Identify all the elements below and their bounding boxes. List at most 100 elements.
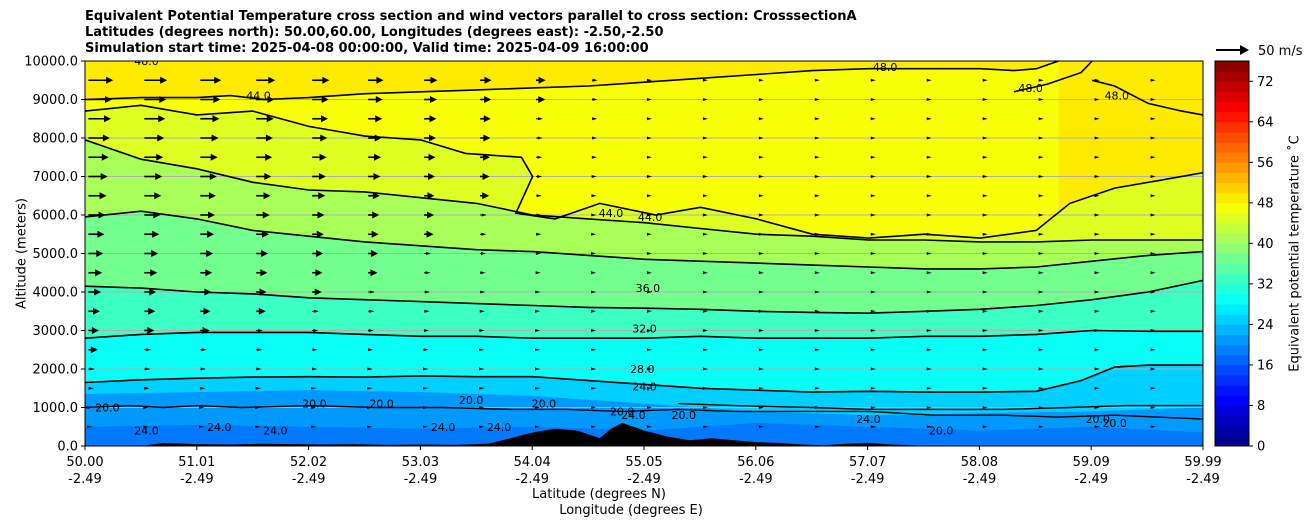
wind-vector-head [480,252,486,255]
wind-vector-head [814,155,820,159]
wind-vector-head [480,271,486,275]
wind-vector-head [646,406,652,409]
wind-vector-head [102,134,110,142]
wind-vector-head [702,252,708,255]
wind-vector-head [870,232,876,236]
colorbar-tick-label: 0 [1257,440,1265,455]
wind-vector-head [424,329,430,332]
quiver-key-label: 50 m/s [1258,44,1303,59]
wind-vector-head [314,309,320,313]
wind-vector-head [152,230,160,238]
colorbar-band [1215,283,1249,295]
wind-vector-head [535,348,541,352]
wind-vector-head [814,98,820,101]
wind-vector-head [702,309,708,313]
wind-vector-head [260,269,268,277]
y-tick-label: 0.0 [57,440,78,455]
wind-vector-head [926,175,932,178]
colorbar-frame [1214,60,1250,447]
wind-vector-head [982,406,988,409]
wind-vector-head [483,134,491,142]
wind-vector-head [479,367,485,371]
wind-vector-head [592,117,598,121]
contour-line-48 [1092,79,1203,116]
wind-vector-head [535,367,541,371]
colorbar-band [1215,344,1249,356]
wind-vector-head [148,307,156,315]
wind-vector-head [1038,136,1044,140]
wind-vector-head [155,173,163,180]
wind-vector-head [591,194,597,198]
colorbar-band [1215,131,1249,143]
wind-vector-head [257,329,263,332]
x-axis-label-longitude: Longitude (degrees E) [559,503,703,518]
y-tick-label: 2000.0 [33,363,79,378]
wind-vector-head [758,117,764,121]
wind-vector-head [200,367,206,371]
wind-vector-head [926,271,932,275]
wind-vector-head [590,252,596,255]
wind-vector-head [702,213,708,217]
x-tick-label-lat: 52.02 [290,455,327,470]
wind-vector-head [814,117,820,121]
wind-vector-head [204,288,212,296]
wind-vector-head [97,230,105,238]
colorbar-ticks: 0 8 16 24 32 40 48 56 64 72 [1249,75,1274,455]
wind-vector-head [590,425,596,429]
wind-vector-head [264,173,272,180]
wind-vector-head [371,250,379,257]
terrain-fill [85,422,1203,446]
contour-label: 48.0 [1105,90,1130,103]
wind-vector-head [144,386,150,390]
wind-vector-head [368,348,374,352]
wind-vector-head [926,348,932,352]
wind-vector-head [320,134,328,142]
colorbar-band [1215,324,1249,336]
y-tick-label: 3000.0 [33,324,79,339]
wind-vector-head [758,232,764,236]
wind-vector-head [758,406,764,409]
wind-vector-head [429,96,437,103]
contour-line-48 [85,61,1059,101]
wind-vector-head [207,211,215,219]
wind-vector-head [369,309,375,313]
quiver-key-arrow-head-icon [1240,45,1249,55]
wind-vector-head [1094,117,1100,121]
wind-vector-head [536,232,542,236]
wind-vector-head [926,213,932,217]
wind-vector-head [1094,348,1100,352]
colorbar-band [1215,314,1249,325]
wind-vector-head [590,406,596,409]
y-tick-label: 4000.0 [33,286,79,301]
x-tick-label-lat: 59.99 [1184,455,1221,470]
wind-vector-head [1094,367,1100,371]
wind-vector-head [199,386,205,390]
contour-labels: 20.024.0 24.0 24.020.0 20.024.020.024.020.0… [95,61,1130,438]
wind-vector-head [758,175,764,178]
contour-line-40 [85,139,1203,243]
colorbar-band [1215,101,1249,113]
wind-vector-head [203,307,211,315]
wind-vector-head [1150,117,1156,121]
wind-vector-head [814,136,820,140]
wind-vector-head [870,271,876,275]
y-axis-label: Altitude (meters) [15,198,30,309]
wind-vector-head [372,192,380,200]
wind-vector-head [646,425,652,429]
wind-vector-head [590,271,596,275]
wind-vector-head [105,96,113,103]
contour-line-44 [85,104,1203,239]
wind-vector-head [814,175,820,178]
wind-vector-head [480,290,486,294]
x-tick-label-lon: -2.49 [1186,472,1220,487]
wind-vector-head [367,406,373,409]
wind-vector-head [535,290,541,294]
contour-line-24-low [678,402,1203,411]
wind-vector-head [96,250,104,257]
wind-vector-head [702,136,708,140]
wind-vector-head [646,98,652,101]
colorbar-band [1215,425,1249,437]
wind-vector-head [91,327,99,334]
wind-vector-head [213,96,221,103]
